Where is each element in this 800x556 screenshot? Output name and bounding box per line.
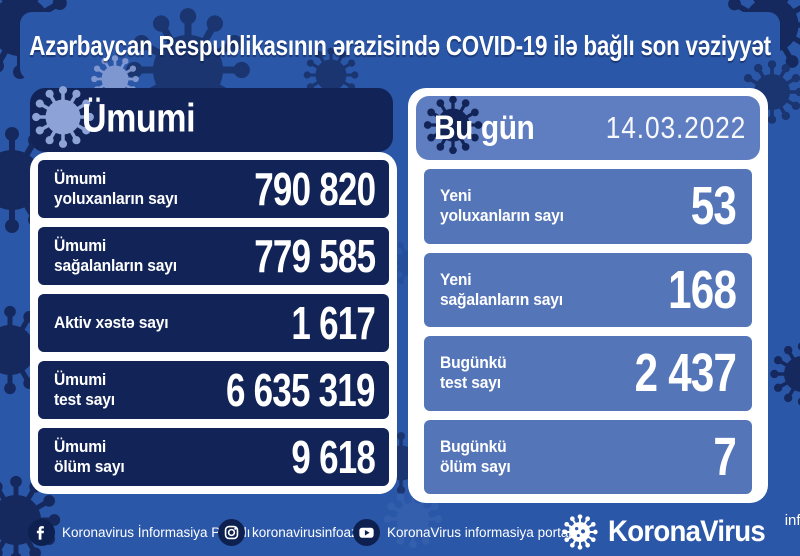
stat-label: Ümumi sağalanların sayı xyxy=(54,236,177,275)
facebook-label: Koronavirus İnformasiya Portalı xyxy=(62,524,251,540)
right-panel-title: Bu gün xyxy=(434,108,535,147)
stat-label: Yeni yoluxanların sayı xyxy=(440,186,564,226)
stat-label: Bugünkü test sayı xyxy=(440,353,507,393)
youtube-label: KoronaVirus informasiya portalı xyxy=(387,524,576,540)
instagram-link[interactable]: koronavirusinfoaz xyxy=(218,508,358,556)
stat-value: 6 635 319 xyxy=(226,364,375,416)
instagram-icon xyxy=(218,518,245,546)
table-row: Ümumi sağalanların sayı 779 585 xyxy=(38,227,389,285)
stat-label: Yeni sağalanların sayı xyxy=(440,269,563,309)
stat-label: Ümumi test sayı xyxy=(54,370,115,409)
right-panel-header: Bu gün 14.03.2022 xyxy=(416,94,760,160)
today-card: Bu gün 14.03.2022 Yeni yoluxanların sayı… xyxy=(408,88,768,503)
stat-value: 9 618 xyxy=(291,431,375,483)
stat-value: 1 617 xyxy=(291,297,375,349)
table-row: Yeni yoluxanların sayı 53 xyxy=(424,169,752,244)
stat-value: 779 585 xyxy=(253,230,376,282)
table-row: Ümumi yoluxanların sayı 790 820 xyxy=(38,160,389,218)
instagram-label: koronavirusinfoaz xyxy=(252,524,358,540)
stat-label: Ümumi yoluxanların sayı xyxy=(54,169,178,208)
banner-title-wrap: Azərbaycan Respublikasının ərazisində CO… xyxy=(20,12,780,80)
facebook-icon xyxy=(28,518,55,546)
virus-logo-icon xyxy=(561,513,599,551)
stat-value: 53 xyxy=(690,176,737,237)
left-panel-header: Ümumi xyxy=(30,84,393,152)
table-row: Bugünkü ölüm sayı 7 xyxy=(424,419,752,494)
table-row: Yeni sağalanların sayı 168 xyxy=(424,252,752,327)
today-rows: Yeni yoluxanların sayı 53 Yeni sağalanla… xyxy=(424,169,752,494)
table-row: Bugünkü test sayı 2 437 xyxy=(424,336,752,411)
stat-label: Ümumi ölüm sayı xyxy=(54,437,125,476)
stat-value: 790 820 xyxy=(253,163,376,215)
footer: Koronavirus İnformasiya Portalı koronavi… xyxy=(0,508,800,556)
table-row: Aktiv xəstə sayı 1 617 xyxy=(38,294,389,352)
totals-card: Ümumi yoluxanların sayı 790 820 Ümumi sa… xyxy=(30,152,397,494)
logo-text: KoronaVirus xyxy=(608,515,766,548)
stat-value: 2 437 xyxy=(634,343,736,404)
stat-value: 7 xyxy=(713,426,736,487)
date-label: 14.03.2022 xyxy=(605,110,746,145)
facebook-link[interactable]: Koronavirus İnformasiya Portalı xyxy=(28,508,250,556)
page-title: Azərbaycan Respublikasının ərazisində CO… xyxy=(29,30,771,61)
koronavirus-info-logo: KoronaVirus info xyxy=(560,508,800,556)
stat-label: Aktiv xəstə sayı xyxy=(54,313,169,333)
table-row: Ümumi ölüm sayı 9 618 xyxy=(38,428,389,486)
left-panel-title: Ümumi xyxy=(82,96,196,141)
youtube-link[interactable]: KoronaVirus informasiya portalı xyxy=(353,508,575,556)
stat-value: 168 xyxy=(668,259,737,320)
stat-label: Bugünkü ölüm sayı xyxy=(440,436,511,476)
virus-icon xyxy=(768,340,800,408)
youtube-icon xyxy=(353,518,380,546)
table-row: Ümumi test sayı 6 635 319 xyxy=(38,361,389,419)
logo-suffix: info xyxy=(784,512,800,529)
